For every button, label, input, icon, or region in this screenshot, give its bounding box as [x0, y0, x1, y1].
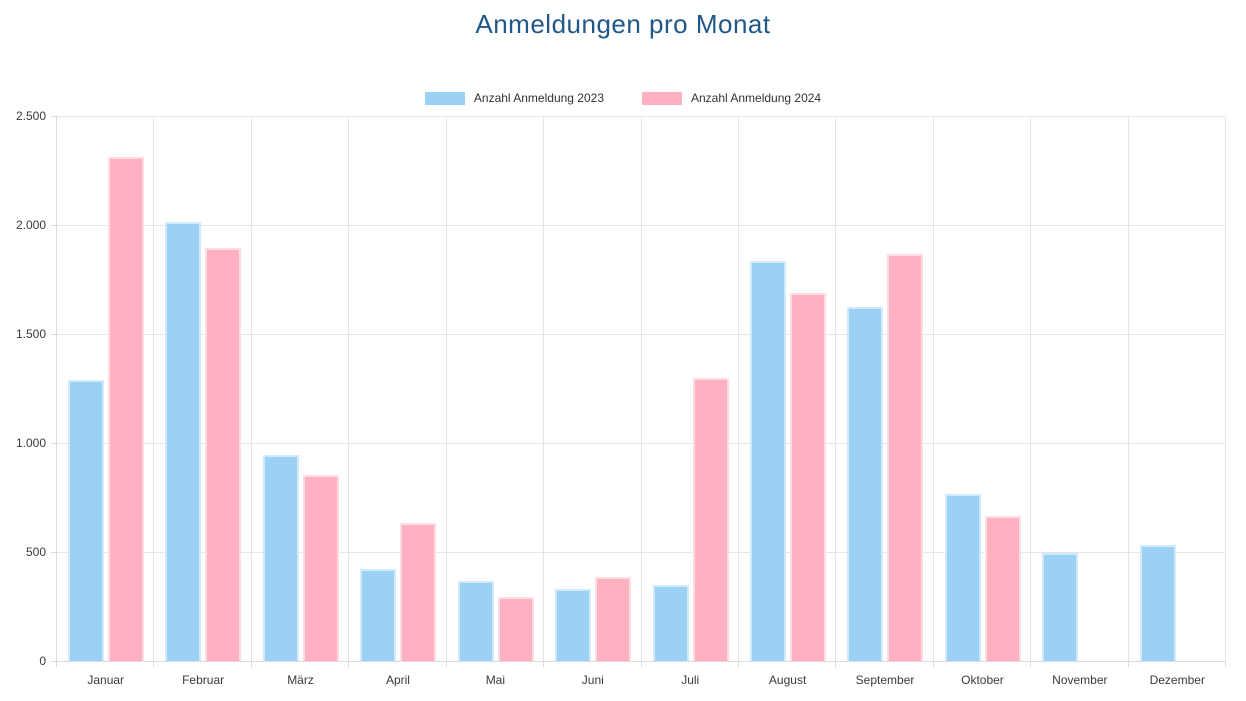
y-axis-label-2000: 2.000	[15, 218, 46, 232]
bar-juni-2023[interactable]	[555, 589, 592, 661]
gridline-x-1	[153, 116, 155, 661]
bar-oktober-2023[interactable]	[944, 494, 981, 661]
xtick-10	[1030, 661, 1032, 667]
bar-januar-2024[interactable]	[108, 157, 144, 661]
gridline-y-2000	[57, 225, 1226, 226]
bar-april-2024[interactable]	[400, 522, 437, 661]
bar-märz-2023[interactable]	[262, 455, 299, 661]
xtick-3	[348, 661, 350, 667]
y-axis-label-1500: 1.500	[15, 327, 46, 341]
gridline-x-9	[932, 116, 934, 661]
bar-september-2023[interactable]	[847, 306, 884, 661]
ytick-1500	[51, 334, 57, 335]
legend-label-2023: Anzahl Anmeldung 2023	[473, 91, 604, 105]
bar-oktober-2024[interactable]	[984, 516, 1021, 661]
bar-februar-2024[interactable]	[205, 247, 242, 661]
x-axis-label-juli: Juli	[681, 673, 700, 687]
xtick-1	[153, 661, 155, 667]
xtick-5	[543, 661, 545, 667]
gridline-x-3	[348, 116, 350, 661]
bar-juni-2024[interactable]	[595, 577, 632, 661]
legend-swatch-2024	[642, 91, 682, 105]
xtick-6	[640, 661, 642, 667]
y-axis-label-500: 500	[25, 545, 46, 559]
bar-juli-2023[interactable]	[652, 584, 689, 661]
legend-item-2024[interactable]: Anzahl Anmeldung 2024	[642, 91, 821, 105]
bar-april-2023[interactable]	[360, 569, 397, 661]
plot-area: 0 500 1.000 1.500 2.000 2.500 Januar Februar Mär…	[16, 109, 1226, 687]
y-axis-label-0: 0	[39, 654, 46, 668]
gridline-x-12	[1225, 116, 1226, 661]
legend-label-2024: Anzahl Anmeldung 2024	[691, 91, 822, 105]
legend-item-2023[interactable]: Anzahl Anmeldung 2023	[424, 91, 604, 105]
y-axis-label-1000: 1.000	[15, 436, 46, 450]
ytick-1000	[51, 443, 57, 444]
xtick-12	[1225, 661, 1226, 667]
gridline-x-11	[1127, 116, 1129, 661]
xtick-8	[835, 661, 837, 667]
ytick-2500	[51, 116, 57, 117]
xtick-7	[737, 661, 739, 667]
gridline-y-1000	[57, 443, 1226, 444]
legend: Anzahl Anmeldung 2023 Anzahl Anmeldung 2…	[40, 91, 1206, 105]
ytick-2000	[51, 225, 57, 226]
gridline-y-1500	[57, 334, 1226, 335]
x-axis-label-februar: Februar	[182, 673, 225, 687]
gridline-x-10	[1030, 116, 1032, 661]
x-axis-label-juni: Juni	[581, 673, 604, 687]
x-axis-label-dezember: Dezember	[1149, 673, 1205, 687]
bar-november-2023[interactable]	[1042, 553, 1079, 661]
x-axis-label-oktober: Oktober	[961, 673, 1004, 687]
gridline-x-4	[445, 116, 447, 661]
gridline-x-8	[835, 116, 837, 661]
gridline-x-6	[640, 116, 642, 661]
bar-juli-2024[interactable]	[692, 377, 729, 661]
legend-swatch-2023	[424, 91, 465, 105]
gridline-x-2	[250, 116, 252, 661]
gridline-x-7	[737, 116, 739, 661]
xtick-9	[932, 661, 934, 667]
y-axis-label-2500: 2.500	[15, 109, 46, 123]
xtick-11	[1127, 661, 1129, 667]
bar-august-2023[interactable]	[749, 260, 786, 661]
gridline-y-500	[57, 552, 1226, 553]
xtick-2	[250, 661, 252, 667]
bar-september-2024[interactable]	[887, 254, 924, 661]
xtick-4	[445, 661, 447, 667]
gridline-x-5	[543, 116, 545, 661]
bar-februar-2023[interactable]	[165, 221, 202, 661]
x-axis-label-september: September	[855, 673, 915, 687]
ytick-0	[51, 661, 57, 662]
bar-dezember-2023[interactable]	[1139, 545, 1176, 661]
x-axis-label-november: November	[1052, 673, 1108, 687]
x-axis-label-januar: Januar	[87, 673, 125, 687]
x-axis-label-april: April	[385, 673, 410, 687]
xtick-0	[56, 661, 57, 667]
chart-title: Anmeldungen pro Monat	[475, 9, 771, 39]
bar-august-2024[interactable]	[789, 292, 826, 661]
x-axis-label-märz: März	[287, 673, 314, 687]
bar-märz-2024[interactable]	[302, 474, 339, 661]
gridline-y-2500	[57, 116, 1226, 117]
bar-mai-2024[interactable]	[497, 596, 534, 661]
ytick-500	[51, 552, 57, 553]
bar-mai-2023[interactable]	[457, 581, 494, 661]
x-axis-label-august: August	[768, 673, 807, 687]
bar-januar-2023[interactable]	[68, 379, 104, 661]
x-axis-label-mai: Mai	[485, 673, 506, 687]
